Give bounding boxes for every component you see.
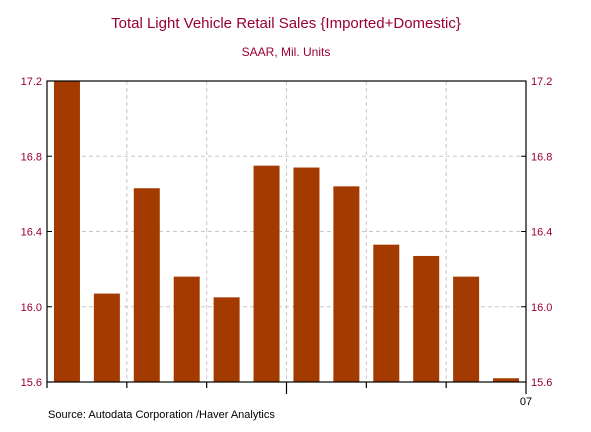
y-axis-right: 15.6 16.0 16.4 16.8 17.2 (521, 76, 552, 389)
source-note: Source: Autodata Corporation /Haver Anal… (48, 409, 275, 421)
bar (253, 165, 280, 382)
bar (293, 167, 320, 382)
x-axis (46, 382, 527, 394)
bar (373, 244, 400, 382)
bar (453, 276, 480, 382)
bar (493, 378, 520, 382)
chart-subtitle: SAAR, Mil. Units (242, 45, 331, 59)
y-tick-label: 17.2 (531, 76, 552, 88)
chart-title: Total Light Vehicle Retail Sales {Import… (111, 15, 461, 32)
bar (333, 186, 360, 382)
bars (53, 81, 520, 382)
bar (93, 293, 120, 382)
y-tick-label: 16.4 (21, 227, 42, 239)
bar (413, 255, 440, 382)
y-tick-label: 16.8 (531, 151, 552, 163)
bar (53, 81, 80, 382)
y-tick-label: 16.0 (531, 302, 552, 314)
y-tick-label: 16.0 (21, 302, 42, 314)
bar (173, 276, 200, 382)
bar (213, 297, 240, 382)
y-tick-label: 16.8 (21, 151, 42, 163)
y-axis-left: 15.6 16.0 16.4 16.8 17.2 (21, 76, 52, 389)
y-tick-label: 17.2 (21, 76, 42, 88)
bar (133, 188, 160, 382)
y-tick-label: 15.6 (21, 377, 42, 389)
y-tick-label: 15.6 (531, 377, 552, 389)
grid-lines (47, 81, 526, 382)
x-tick-label-07: 07 (520, 396, 532, 408)
y-tick-label: 16.4 (531, 227, 552, 239)
